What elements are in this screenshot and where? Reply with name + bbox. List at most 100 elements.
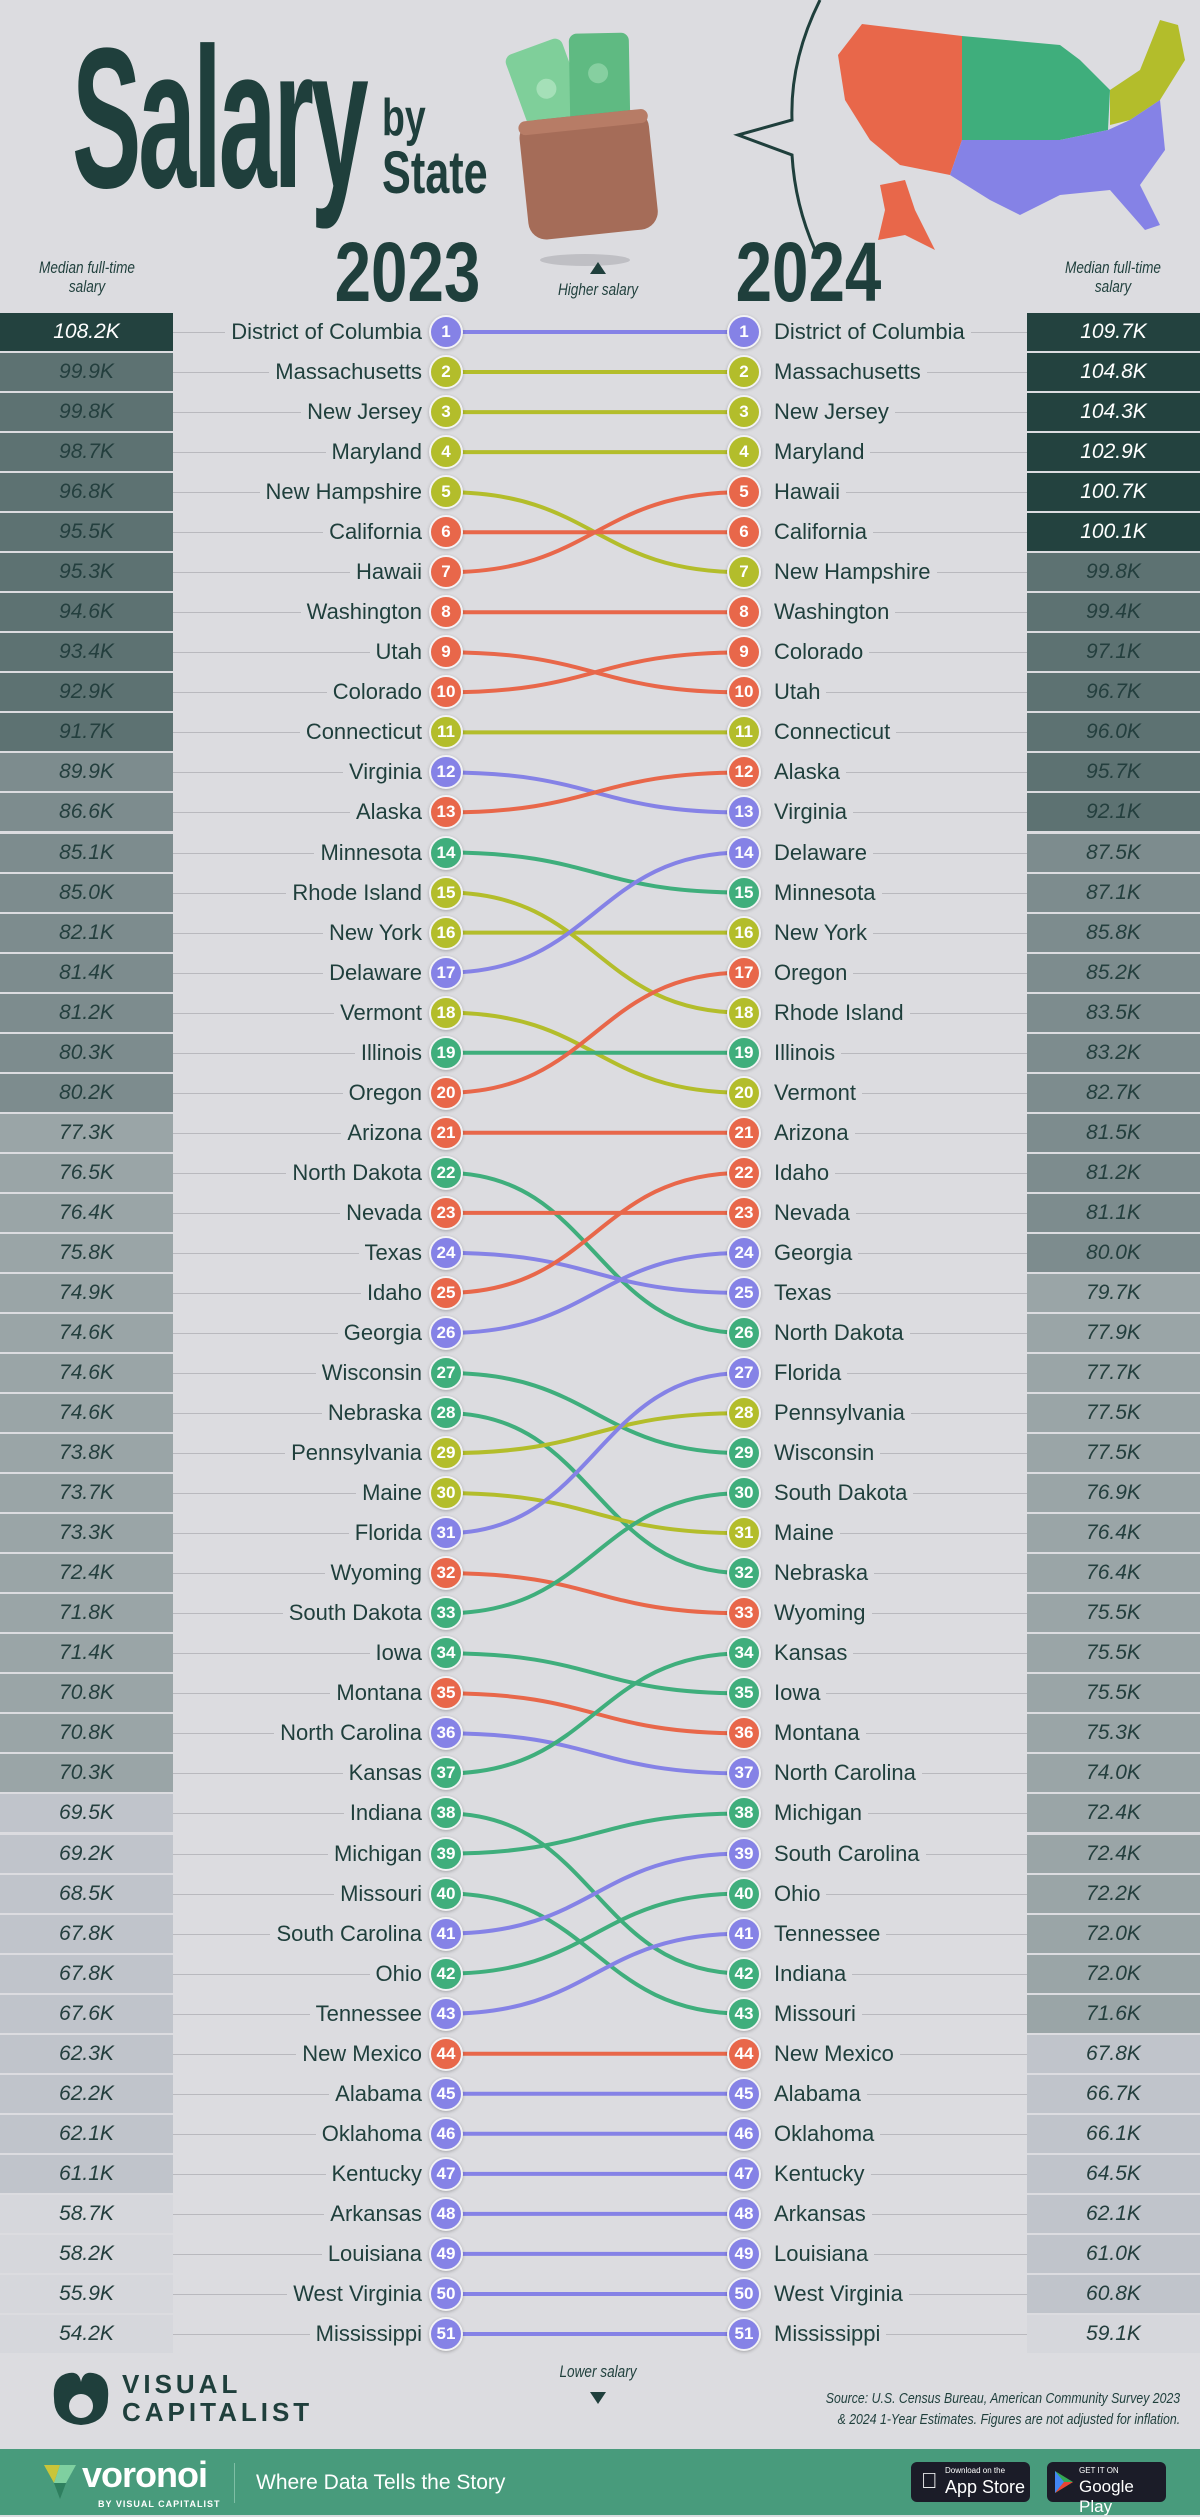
salary-cell: 74.6K <box>0 1394 173 1433</box>
row-guide-line <box>770 2093 1027 2095</box>
salary-cell: 85.0K <box>0 873 173 912</box>
rank-badge: 8 <box>429 595 463 630</box>
state-name: Indiana <box>343 1794 428 1833</box>
title-state: State <box>382 139 488 206</box>
salary-cell: 102.9K <box>1027 433 1200 472</box>
footer-divider <box>234 2463 235 2503</box>
state-name: Oklahoma <box>768 2114 881 2153</box>
state-name: Pennsylvania <box>285 1434 428 1473</box>
state-name: Missouri <box>768 1994 862 2033</box>
salary-cell: 70.3K <box>0 1754 173 1793</box>
rank-badge: 38 <box>429 1796 463 1831</box>
salary-cell: 75.5K <box>1027 1594 1200 1633</box>
state-name: Wyoming <box>324 1554 428 1593</box>
rank-badge: 41 <box>727 1916 761 1951</box>
rank-badge: 42 <box>429 1956 463 1991</box>
salary-cell: 82.1K <box>0 913 173 952</box>
row-guide-line <box>173 692 423 694</box>
rank-badge: 6 <box>429 515 463 550</box>
row-guide-line <box>173 852 423 854</box>
state-name: Ohio <box>369 1954 428 1993</box>
state-name: Maine <box>768 1514 840 1553</box>
title-salary: Salary <box>72 7 369 230</box>
rank-badge: 30 <box>429 1476 463 1511</box>
salary-cell: 73.3K <box>0 1514 173 1553</box>
rank-badge: 15 <box>429 875 463 910</box>
salary-cell: 81.1K <box>1027 1193 1200 1232</box>
connector-minnesota <box>445 850 745 895</box>
connector-michigan <box>445 1811 745 1856</box>
salary-cell: 72.4K <box>0 1554 173 1593</box>
salary-cell: 81.4K <box>0 953 173 992</box>
salary-cell: 86.6K <box>0 793 173 832</box>
rank-badge: 32 <box>727 1556 761 1591</box>
rank-badge: 37 <box>727 1756 761 1791</box>
row-guide-line <box>770 1172 1027 1174</box>
state-name: Michigan <box>768 1794 869 1833</box>
connector-wyoming <box>445 1571 745 1616</box>
state-name: Kentucky <box>325 2154 428 2193</box>
connector-alaska <box>445 770 745 815</box>
app-store-button[interactable]:  Download on the App Store <box>911 2462 1030 2502</box>
salary-cell: 71.4K <box>0 1634 173 1673</box>
state-name: Maryland <box>768 433 871 472</box>
rank-badge: 33 <box>727 1596 761 1631</box>
row-guide-line <box>770 1533 1027 1535</box>
rank-badge: 5 <box>429 475 463 510</box>
salary-cell: 58.2K <box>0 2234 173 2273</box>
state-name: Delaware <box>323 953 428 992</box>
row-guide-line <box>173 1212 423 1214</box>
median-label-left: Median full-time salary <box>39 258 135 296</box>
salary-cell: 92.9K <box>0 673 173 712</box>
rank-badge: 25 <box>429 1275 463 1310</box>
state-name: Vermont <box>334 993 428 1032</box>
salary-cell: 100.1K <box>1027 513 1200 552</box>
state-name: District of Columbia <box>768 313 971 351</box>
source-line-2: & 2024 1-Year Estimates. Figures are not… <box>837 2411 1180 2428</box>
google-play-button[interactable]: GET IT ON Google Play <box>1047 2462 1166 2516</box>
state-name: New York <box>323 913 428 952</box>
state-name: Connecticut <box>299 713 428 752</box>
state-name: Alabama <box>329 2074 428 2113</box>
state-name: Wisconsin <box>315 1354 428 1393</box>
row-guide-line <box>173 2253 423 2255</box>
state-name: Colorado <box>326 673 428 712</box>
salary-cell: 54.2K <box>0 2315 173 2353</box>
state-name: Iowa <box>369 1634 428 1673</box>
state-name: Iowa <box>768 1674 827 1713</box>
rank-badge: 30 <box>727 1476 761 1511</box>
row-guide-line <box>173 1092 423 1094</box>
rank-badge: 36 <box>727 1716 761 1751</box>
salary-cell: 76.5K <box>0 1153 173 1192</box>
salary-cell: 81.2K <box>0 993 173 1032</box>
connector-georgia <box>445 1250 745 1335</box>
row-guide-line <box>173 1853 423 1855</box>
rank-badge: 35 <box>429 1676 463 1711</box>
salary-cell: 81.2K <box>1027 1153 1200 1192</box>
salary-cell: 76.9K <box>1027 1474 1200 1513</box>
rank-badge: 5 <box>727 475 761 510</box>
salary-cell: 96.7K <box>1027 673 1200 712</box>
row-guide-line <box>173 812 423 814</box>
salary-cell: 58.7K <box>0 2194 173 2233</box>
state-name: New Hampshire <box>259 473 428 512</box>
rank-badge: 38 <box>727 1796 761 1831</box>
salary-cell: 91.7K <box>0 713 173 752</box>
rank-badge: 31 <box>727 1516 761 1551</box>
row-guide-line <box>173 1252 423 1254</box>
state-name: Idaho <box>768 1153 836 1192</box>
state-name: Utah <box>369 633 428 672</box>
rank-badge: 29 <box>429 1436 463 1471</box>
state-name: New Jersey <box>301 393 428 432</box>
state-name: Wyoming <box>768 1594 872 1633</box>
appstore-big-text: App Store <box>945 2477 1026 2497</box>
state-name: Texas <box>358 1233 428 1272</box>
row-guide-line <box>173 1533 423 1535</box>
rank-badge: 2 <box>429 355 463 390</box>
state-name: North Carolina <box>768 1754 922 1793</box>
salary-cell: 85.8K <box>1027 913 1200 952</box>
state-name: Vermont <box>768 1073 862 1112</box>
rank-badge: 46 <box>727 2116 761 2151</box>
rank-badge: 11 <box>727 715 761 750</box>
rank-badge: 47 <box>727 2156 761 2191</box>
